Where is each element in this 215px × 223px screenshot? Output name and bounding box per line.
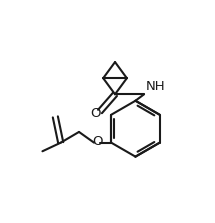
Text: O: O xyxy=(90,107,100,120)
Text: NH: NH xyxy=(146,80,166,93)
Text: O: O xyxy=(92,135,103,148)
